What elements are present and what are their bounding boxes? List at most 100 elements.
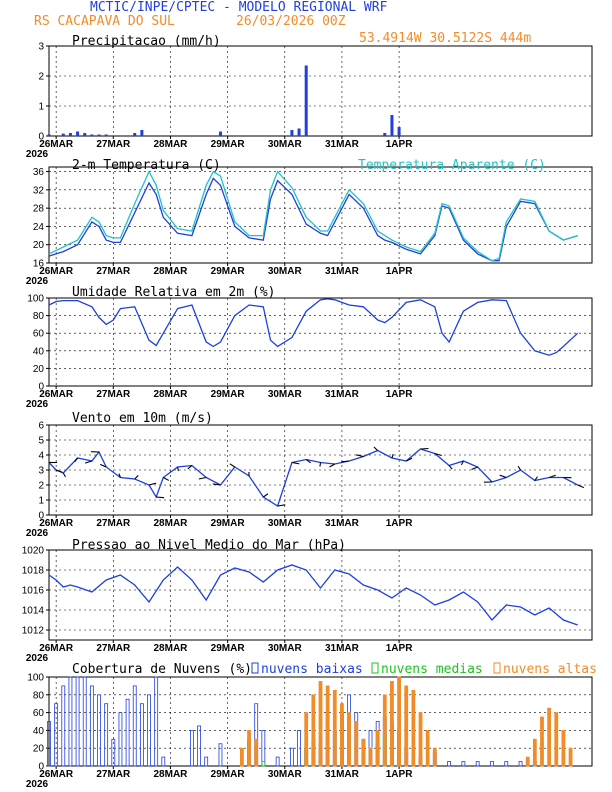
bar-low xyxy=(47,721,51,767)
bar-high xyxy=(568,747,573,767)
bar-high xyxy=(247,730,251,767)
wind-arrow xyxy=(118,473,121,478)
panel-precip: 0 1 2 3 26MAR 27MAR 28MAR 29MAR 30MAR 31MAR 1APR 20… xyxy=(26,34,593,160)
bar-high xyxy=(382,694,387,767)
y-tick-label: 100 xyxy=(27,294,44,305)
bar-high xyxy=(532,738,537,767)
y-tick-label: 60 xyxy=(33,708,45,719)
bar-high xyxy=(311,694,316,767)
precip-bar xyxy=(304,65,308,136)
bar-low xyxy=(75,676,80,767)
header-location: RS CACAPAVA DO SUL xyxy=(34,14,175,29)
wind-arrow xyxy=(405,457,413,462)
y-tick-label: 80 xyxy=(33,311,45,322)
bar-low xyxy=(218,743,223,767)
bar-high xyxy=(540,716,544,767)
x-tick-label: 26MAR xyxy=(39,518,74,529)
y-tick-label: 3 xyxy=(38,42,44,53)
bar-high xyxy=(361,738,366,767)
x-tick-label: 27MAR xyxy=(96,643,131,654)
plot-frame xyxy=(48,166,593,264)
precip-bar xyxy=(383,133,387,136)
panel-title: Vento em 10m (m/s) xyxy=(72,411,213,426)
wind-arrow xyxy=(99,463,107,468)
legend-swatch xyxy=(251,662,259,674)
y-tick-label: 60 xyxy=(33,329,45,340)
legend-swatch xyxy=(493,662,501,674)
x-tick-label: 26MAR xyxy=(39,139,74,150)
bar-low xyxy=(118,712,123,767)
wind-arrow xyxy=(391,453,394,459)
wind-arrow xyxy=(460,460,464,466)
bar-high xyxy=(561,730,566,767)
wind-arrow xyxy=(329,463,336,468)
wind-arrow xyxy=(534,476,538,481)
panel-slp: 1012 1014 1016 1018 1020 26MAR 27MAR 28MAR 29MAR… xyxy=(22,538,593,664)
bar-low xyxy=(161,756,166,767)
x-tick-label: 1APR xyxy=(386,389,413,400)
x-tick-label: 30MAR xyxy=(268,266,303,277)
x-tick-label: 31MAR xyxy=(325,769,360,780)
series-line-pressao xyxy=(48,564,578,626)
x-tick-label: 26MAR xyxy=(39,266,74,277)
precip-bar xyxy=(104,134,108,136)
panel-title: Pressao ao Nivel Medio do Mar (hPa) xyxy=(72,538,346,553)
y-tick-label: 24 xyxy=(33,222,45,233)
wind-arrow xyxy=(341,460,350,463)
precip-bar xyxy=(76,131,80,136)
wind-arrow xyxy=(212,483,221,486)
wind-arrow xyxy=(355,454,364,458)
bar-low xyxy=(139,703,144,767)
wind-arrow xyxy=(74,457,79,463)
y-tick-label: 1016 xyxy=(22,586,45,597)
x-tick-label: 30MAR xyxy=(268,643,303,654)
precip-bar xyxy=(397,127,401,136)
bar-high xyxy=(554,712,559,767)
y-tick-label: 20 xyxy=(33,240,45,251)
series-line-temperatura-aparente xyxy=(48,170,578,262)
bar-high xyxy=(240,747,244,767)
bar-low xyxy=(518,761,523,767)
y-tick-label: 2 xyxy=(38,481,44,492)
bar-high xyxy=(418,712,423,767)
x-year-label: 2026 xyxy=(26,779,49,790)
x-tick-label: 28MAR xyxy=(154,389,189,400)
bar-low xyxy=(189,730,194,767)
panel-title: Umidade Relativa em 2m (%) xyxy=(72,285,276,300)
y-tick-label: 3 xyxy=(38,466,44,477)
wind-arrow xyxy=(577,484,585,489)
x-year-label: 2026 xyxy=(26,399,49,410)
bar-low xyxy=(125,698,130,767)
x-tick-label: 31MAR xyxy=(325,518,360,529)
y-tick-label: 0 xyxy=(38,132,44,143)
x-tick-label: 29MAR xyxy=(211,643,246,654)
panel-wind: 0 1 2 3 4 5 6 26MAR 27MAR 28MAR 29MAR 30MAR 31MAR 1AP… xyxy=(26,411,593,539)
bar-high xyxy=(340,703,344,767)
bar-low xyxy=(204,756,209,767)
wind-arrow xyxy=(134,475,139,480)
x-tick-label: 27MAR xyxy=(96,518,131,529)
x-tick-label: 28MAR xyxy=(154,769,189,780)
wind-arrow xyxy=(263,493,269,498)
bar-high xyxy=(354,721,359,767)
y-tick-label: 0 xyxy=(38,382,44,393)
bar-mid xyxy=(261,761,266,767)
y-tick-label: 16 xyxy=(33,259,45,270)
y-tick-label: 0 xyxy=(38,511,44,522)
bar-high xyxy=(304,712,309,767)
wind-arrow xyxy=(55,469,63,473)
wind-arrow xyxy=(499,474,507,479)
bar-low xyxy=(89,685,94,767)
bar-low xyxy=(475,761,480,767)
bar-high xyxy=(390,681,394,767)
x-tick-label: 30MAR xyxy=(268,518,303,529)
x-tick-label: 27MAR xyxy=(96,266,131,277)
panel-title: Precipitacao (mm/h) xyxy=(72,34,221,49)
wind-arrow xyxy=(148,482,157,486)
x-tick-label: 26MAR xyxy=(39,769,74,780)
wind-arrow xyxy=(434,452,442,457)
bar-low xyxy=(132,685,137,767)
x-tick-label: 31MAR xyxy=(325,266,360,277)
header-run: 26/03/2026 00Z xyxy=(236,14,346,29)
y-tick-label: 1012 xyxy=(22,626,45,637)
